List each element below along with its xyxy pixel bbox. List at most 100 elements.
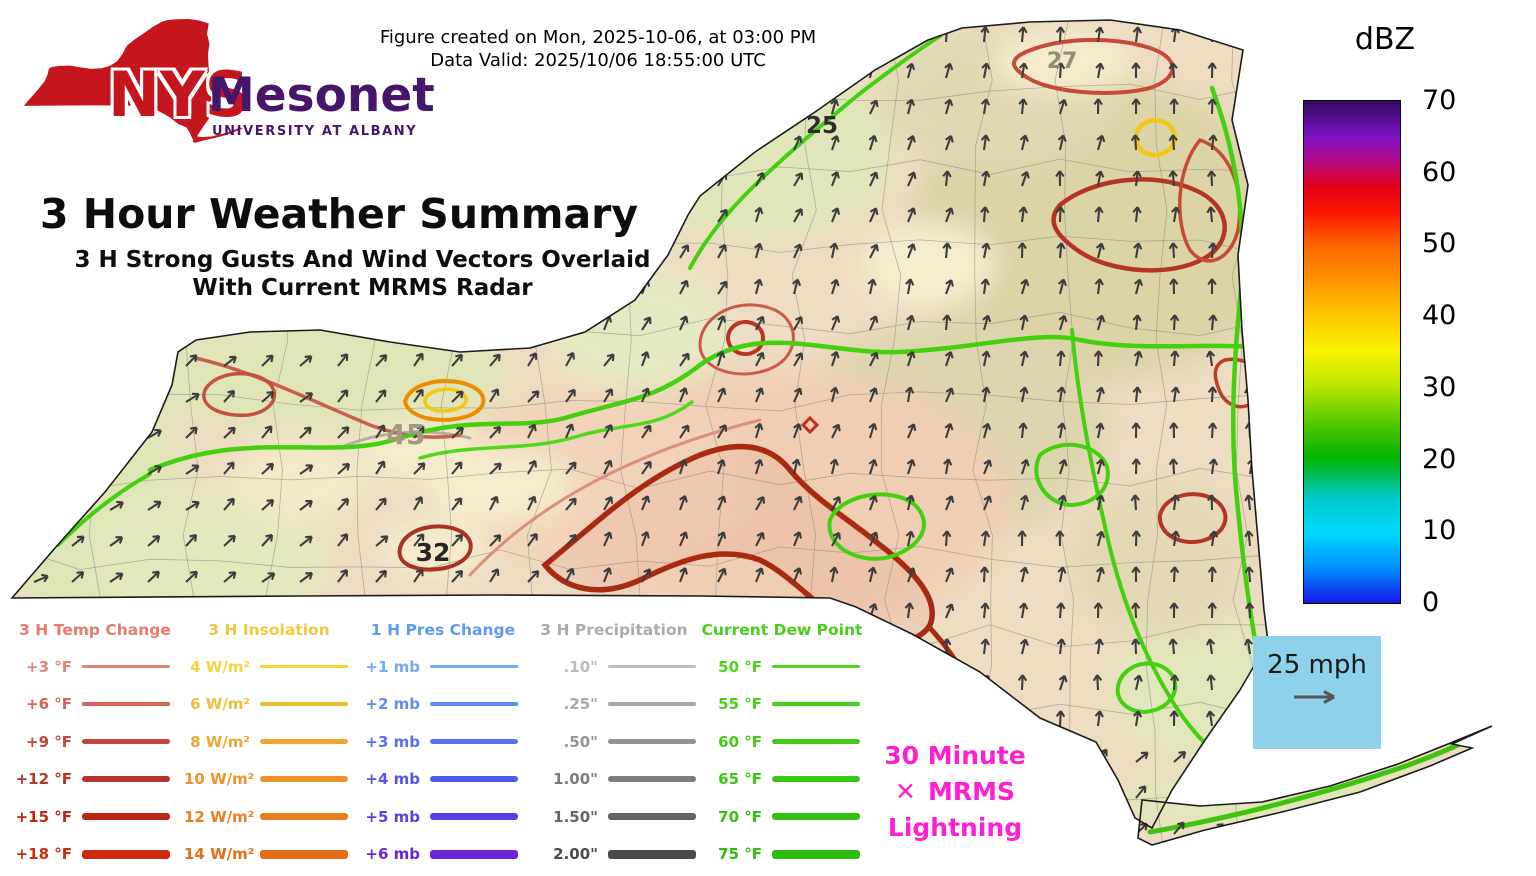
legend-entry: +6 mb <box>354 836 532 874</box>
legend-entry: +5 mb <box>354 798 532 836</box>
figure-subtitle-1: 3 H Strong Gusts And Wind Vectors Overla… <box>74 247 651 273</box>
map-contour-label: 27 <box>1047 49 1078 74</box>
dbz-tick-label: 20 <box>1422 443 1457 475</box>
legend-column-title: Current Dew Point <box>701 621 863 639</box>
legend-entry-label: 65 °F <box>718 770 762 789</box>
legend-entry-line <box>608 702 696 707</box>
dew-point-contours <box>56 34 1492 835</box>
legend-entry-line <box>608 850 696 859</box>
legend-entry: .25" <box>532 686 696 724</box>
logo-acronym: NYS <box>108 58 250 131</box>
legend-entry-label: +15 °F <box>15 807 72 826</box>
legend-entry: 1.50" <box>532 798 696 836</box>
ny-state-logo-shape <box>23 19 247 143</box>
legend-entry-line <box>82 850 170 859</box>
figure-subtitle-2: With Current MRMS Radar <box>192 275 533 301</box>
legend-column: 3 H Precipitation .10" .25" .50" 1.00" 1.50" 2… <box>532 612 696 873</box>
created-line: Figure created on Mon, 2025-10-06, at 03… <box>379 27 817 48</box>
legend-entry-line <box>430 850 518 859</box>
legend-entry: +12 °F <box>6 761 184 799</box>
legend-entry-label: .50" <box>563 732 598 751</box>
legend-entry: +18 °F <box>6 836 184 874</box>
colorbar-title: dBZ <box>1354 22 1416 57</box>
legend-entry-line <box>82 776 170 783</box>
legend-entry-label: 55 °F <box>718 695 762 714</box>
legend-entry-label: +5 mb <box>365 807 420 826</box>
legend-entry-label: +1 mb <box>365 657 420 676</box>
legend-entry-label: 2.00" <box>553 845 598 864</box>
lightning-line-2-text: MRMS <box>927 777 1015 806</box>
legend-entry: +9 °F <box>6 723 184 761</box>
legend-entry-line <box>260 702 348 707</box>
wind-scale-legend: 25 mph <box>1253 636 1381 749</box>
map-contour-label: 32 <box>416 538 451 567</box>
legend-entry-line <box>260 665 348 669</box>
legend-entry: 2.00" <box>532 836 696 874</box>
legend-entry-line <box>772 739 860 745</box>
dbz-colorbar <box>1303 100 1401 604</box>
legend-entry-line <box>260 776 348 783</box>
dbz-tick-label: 10 <box>1422 515 1457 547</box>
legend-entry: .10" <box>532 648 696 686</box>
legend-entry-label: +2 mb <box>365 695 420 714</box>
legend-entry-line <box>772 776 860 783</box>
legend-column: 1 H Pres Change +1 mb +2 mb +3 mb +4 mb +5 mb… <box>354 612 532 873</box>
legend-entry: 8 W/m² <box>184 723 354 761</box>
legend-entry: 14 W/m² <box>184 836 354 874</box>
dbz-tick-label: 0 <box>1422 587 1440 618</box>
legend-entry-label: 50 °F <box>718 657 762 676</box>
legend-entry-label: 10 W/m² <box>184 770 255 789</box>
contour-legend: 3 H Temp Change +3 °F +6 °F +9 °F +12 °F +15 … <box>6 612 868 873</box>
dbz-tick-label: 70 <box>1422 85 1457 116</box>
legend-entry: 6 W/m² <box>184 686 354 724</box>
nys-mesonet-logo: NYS Mesonet UNIVERSITY AT ALBANY <box>22 10 442 180</box>
legend-entry-line <box>82 813 170 821</box>
legend-entry-label: 1.50" <box>553 807 598 826</box>
legend-entry-line <box>772 850 860 859</box>
legend-entry-label: 6 W/m² <box>190 695 250 714</box>
legend-entry-line <box>430 776 518 783</box>
legend-entry: +6 °F <box>6 686 184 724</box>
legend-entry-label: .10" <box>563 657 598 676</box>
legend-entry-line <box>772 665 860 669</box>
legend-entry: 50 °F <box>696 648 868 686</box>
legend-entry-line <box>430 739 518 745</box>
legend-entry-label: .25" <box>563 695 598 714</box>
figure-metadata: Figure created on Mon, 2025-10-06, at 03… <box>318 26 878 72</box>
state-border <box>10 19 1493 846</box>
legend-entry-line <box>82 702 170 707</box>
dbz-tick-label: 50 <box>1422 228 1457 260</box>
legend-entry-line <box>608 776 696 783</box>
legend-entry-label: +6 °F <box>26 695 72 714</box>
valid-line: Data Valid: 2025/10/06 18:55:00 UTC <box>430 50 766 71</box>
legend-entry-label: +6 mb <box>365 845 420 864</box>
legend-entry-line <box>260 813 348 821</box>
wind-scale-arrow-icon <box>1294 690 1335 704</box>
legend-entry-label: 1.00" <box>553 770 598 789</box>
legend-entry: +2 mb <box>354 686 532 724</box>
legend-entry-label: 60 °F <box>718 732 762 751</box>
title-block: 3 Hour Weather Summary 3 H Strong Gusts … <box>40 190 685 301</box>
legend-entry: 65 °F <box>696 761 868 799</box>
figure-title: 3 Hour Weather Summary <box>40 190 639 238</box>
legend-entry-line <box>82 665 170 669</box>
legend-entry: 4 W/m² <box>184 648 354 686</box>
logo-affiliation: UNIVERSITY AT ALBANY <box>212 124 418 139</box>
legend-column: Current Dew Point 50 °F 55 °F 60 °F 65 °F 70 … <box>696 612 868 873</box>
legend-entry: 12 W/m² <box>184 798 354 836</box>
legend-entry: 70 °F <box>696 798 868 836</box>
legend-entry-line <box>608 739 696 745</box>
lightning-line-3: Lightning <box>887 813 1023 842</box>
legend-column-title: 3 H Insolation <box>208 621 330 639</box>
legend-entry: +1 mb <box>354 648 532 686</box>
legend-entry-line <box>82 739 170 745</box>
legend-entry-line <box>430 665 518 669</box>
legend-entry: 55 °F <box>696 686 868 724</box>
legend-entry: 10 W/m² <box>184 761 354 799</box>
legend-entry: 1.00" <box>532 761 696 799</box>
legend-entry-label: 75 °F <box>718 845 762 864</box>
legend-column-title: 3 H Temp Change <box>19 621 171 639</box>
legend-entry-label: +9 °F <box>26 732 72 751</box>
legend-entry-label: +12 °F <box>15 770 72 789</box>
